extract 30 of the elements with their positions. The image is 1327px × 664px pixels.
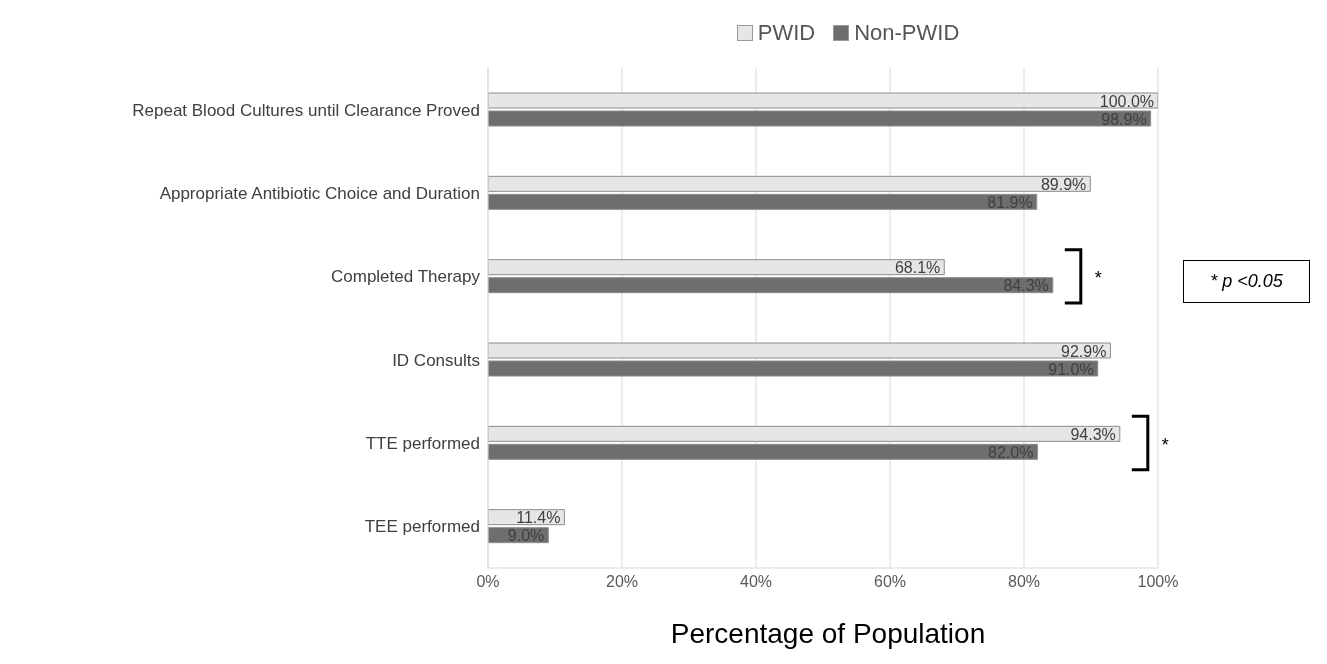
- bar: [488, 259, 945, 276]
- y-tick-label: TTE performed: [365, 434, 480, 454]
- data-label: 100.0%: [1099, 92, 1154, 110]
- bar: [488, 175, 1091, 192]
- data-label: 94.3%: [1070, 425, 1116, 443]
- data-label: 92.9%: [1061, 342, 1107, 360]
- y-tick-label: TEE performed: [364, 517, 480, 537]
- x-tick-label: 20%: [605, 573, 639, 591]
- data-label: 89.9%: [1040, 175, 1087, 193]
- bar: [488, 443, 1038, 460]
- x-axis-title: Percentage of Population: [669, 618, 987, 650]
- bar: [488, 277, 1054, 294]
- x-tick-label: 60%: [873, 573, 907, 591]
- legend-label: Non-PWID: [853, 20, 960, 46]
- x-tick-label: 40%: [739, 573, 773, 591]
- bar: [488, 193, 1038, 210]
- text: *: [1161, 435, 1169, 455]
- text: * p <0.05: [1183, 259, 1310, 303]
- y-tick-label: Appropriate Antibiotic Choice and Duration: [159, 184, 480, 204]
- annotation: *: [1094, 268, 1102, 289]
- legend-label: PWID: [756, 20, 816, 46]
- x-tick-label: 100%: [1137, 573, 1179, 591]
- bar: [488, 425, 1121, 442]
- y-tick-label: Repeat Blood Cultures until Clearance Proved: [132, 100, 480, 120]
- x-tick-label: 80%: [1007, 573, 1041, 591]
- y-tick-label: Completed Therapy: [331, 267, 481, 287]
- data-label: 11.4%: [516, 509, 561, 527]
- y-tick-label: ID Consults: [392, 350, 480, 370]
- x-tick-label: 0%: [476, 573, 500, 591]
- data-label: 68.1%: [894, 259, 941, 277]
